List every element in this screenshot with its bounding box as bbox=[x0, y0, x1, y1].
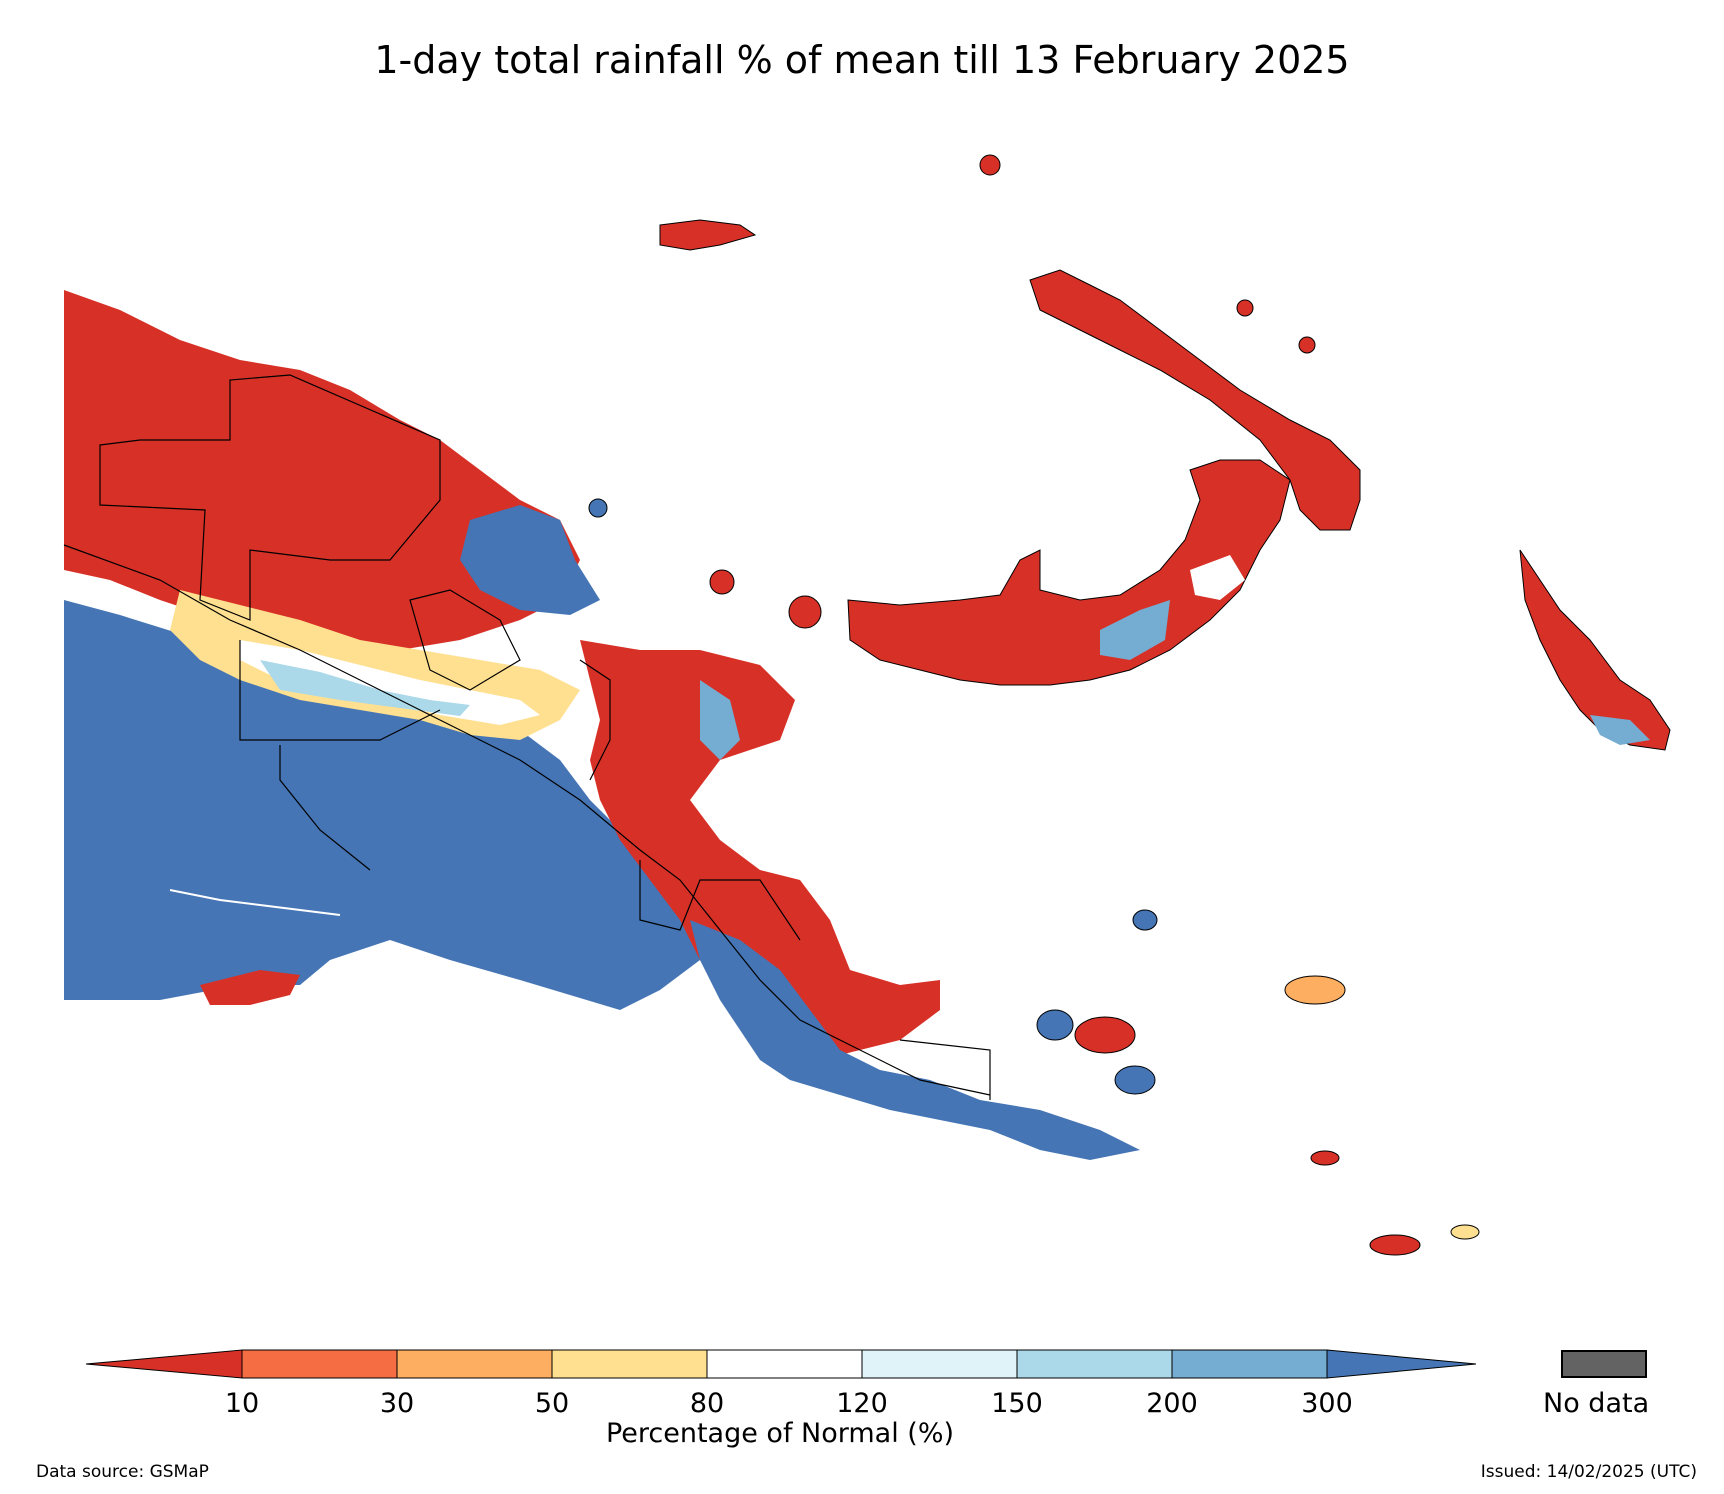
mussau-island bbox=[979, 154, 1001, 176]
long-island bbox=[788, 595, 822, 629]
colorbar-tick-label: 300 bbox=[1301, 1388, 1353, 1419]
new-ireland-island bbox=[1029, 269, 1361, 531]
colorbar-segment bbox=[1171, 1349, 1328, 1379]
colorbar-segment-min bbox=[85, 1349, 243, 1379]
colorbar-label: Percentage of Normal (%) bbox=[605, 1418, 955, 1449]
colorbar-tick-label: 80 bbox=[689, 1388, 725, 1419]
normanby-island bbox=[1114, 1065, 1156, 1095]
bougainville-island bbox=[1519, 549, 1671, 751]
lihir-island bbox=[1236, 299, 1254, 317]
south-coast-dry-strip bbox=[200, 970, 300, 1005]
colorbar-tick-label: 10 bbox=[224, 1388, 260, 1419]
colorbar-segment bbox=[241, 1349, 398, 1379]
colorbar-segment-max bbox=[1326, 1349, 1477, 1379]
east-wet-patch bbox=[700, 680, 740, 760]
tanga-island bbox=[1298, 336, 1316, 354]
new-britain-wet-patch bbox=[1100, 600, 1170, 660]
colorbar-tick-label: 50 bbox=[534, 1388, 570, 1419]
no-data-swatch bbox=[1561, 1350, 1647, 1378]
fly-river bbox=[169, 889, 341, 916]
new-britain-island bbox=[847, 459, 1291, 686]
colorbar-tick-label: 120 bbox=[836, 1388, 888, 1419]
data-source: Data source: GSMaP bbox=[36, 1462, 209, 1482]
woodlark-island bbox=[1284, 975, 1346, 1005]
mainland-papua bbox=[64, 290, 1140, 1160]
western-wet-region bbox=[64, 600, 720, 1010]
fergusson-island bbox=[1074, 1016, 1136, 1054]
highlands-normal-patches bbox=[240, 640, 540, 725]
northern-dry-region bbox=[64, 290, 580, 650]
map-title: 1-day total rainfall % of mean till 13 F… bbox=[374, 38, 1350, 82]
sudest-island bbox=[1450, 1224, 1480, 1240]
colorbar-tick-label: 200 bbox=[1146, 1388, 1198, 1419]
colorbar-segment bbox=[396, 1349, 553, 1379]
wuvulu-island bbox=[588, 498, 608, 518]
misima-island bbox=[1310, 1150, 1340, 1166]
goodenough-island bbox=[1036, 1009, 1074, 1041]
colorbar-segment bbox=[861, 1349, 1018, 1379]
colorbar-tick-label: 150 bbox=[991, 1388, 1043, 1419]
north-central-wet-region bbox=[460, 505, 600, 615]
colorbar-segment bbox=[1016, 1349, 1173, 1379]
eastern-dry-region bbox=[580, 640, 940, 1060]
colorbar-tick-label: 30 bbox=[379, 1388, 415, 1419]
rossel-island bbox=[1369, 1234, 1421, 1256]
province-boundaries bbox=[63, 374, 991, 1100]
karkar-island bbox=[709, 569, 735, 595]
trobriand-island bbox=[1132, 909, 1158, 931]
highlands-above-patches bbox=[260, 660, 470, 716]
issued-date: Issued: 14/02/2025 (UTC) bbox=[1480, 1462, 1697, 1482]
manus-island bbox=[659, 219, 757, 251]
southeast-wet-region bbox=[690, 920, 1140, 1160]
new-britain-normal-patch bbox=[1190, 555, 1245, 600]
colorbar-segments bbox=[85, 1349, 1477, 1379]
colorbar-segment bbox=[551, 1349, 708, 1379]
colorbar-segment bbox=[706, 1349, 863, 1379]
no-data-label: No data bbox=[1543, 1388, 1650, 1419]
bougainville-wet-patch bbox=[1590, 715, 1650, 745]
